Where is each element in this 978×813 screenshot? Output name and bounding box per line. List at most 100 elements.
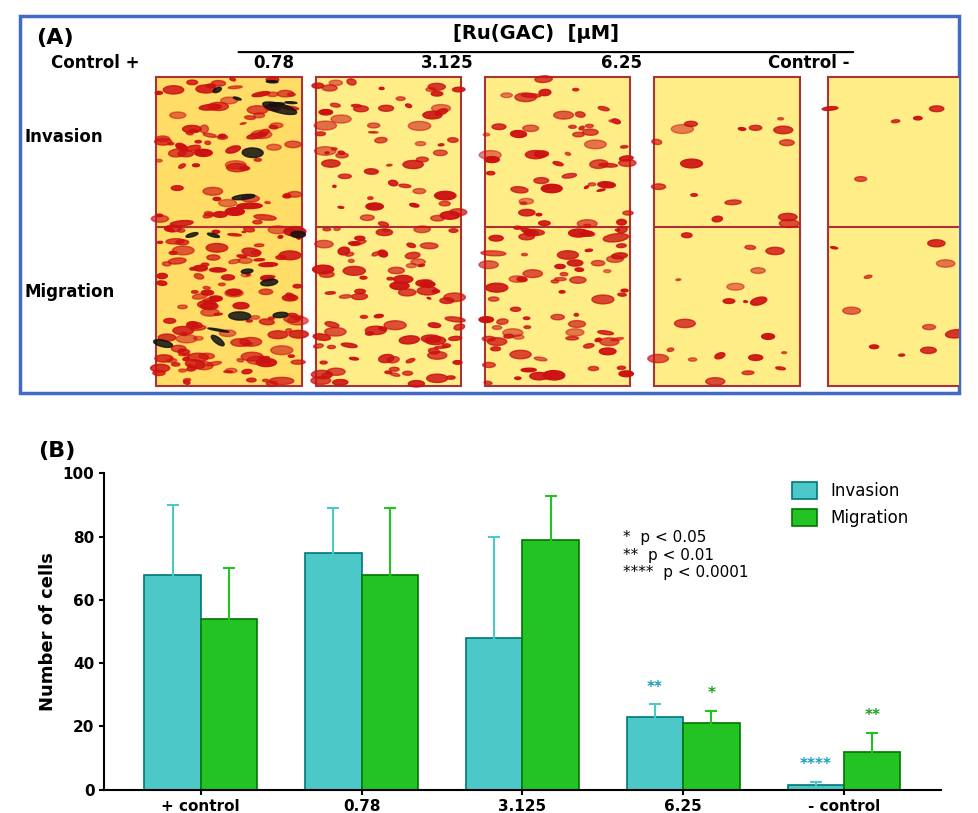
Circle shape xyxy=(254,159,261,161)
Circle shape xyxy=(153,371,165,376)
Circle shape xyxy=(286,228,293,232)
Circle shape xyxy=(503,328,522,337)
Circle shape xyxy=(231,339,249,346)
Circle shape xyxy=(518,210,534,216)
Ellipse shape xyxy=(829,246,837,249)
Ellipse shape xyxy=(599,163,617,167)
Circle shape xyxy=(360,276,367,279)
Circle shape xyxy=(524,231,538,237)
Circle shape xyxy=(726,283,743,290)
Ellipse shape xyxy=(339,295,351,298)
Circle shape xyxy=(588,183,595,186)
Ellipse shape xyxy=(203,213,213,218)
Ellipse shape xyxy=(237,254,246,258)
Ellipse shape xyxy=(211,335,224,346)
Circle shape xyxy=(777,118,782,120)
Circle shape xyxy=(312,265,333,274)
Circle shape xyxy=(192,290,198,293)
Circle shape xyxy=(510,307,520,311)
Ellipse shape xyxy=(480,251,506,256)
Ellipse shape xyxy=(598,182,615,188)
Circle shape xyxy=(558,291,564,293)
Ellipse shape xyxy=(187,80,198,85)
Ellipse shape xyxy=(898,354,904,356)
Circle shape xyxy=(151,364,169,372)
Text: Migration: Migration xyxy=(24,283,114,301)
Circle shape xyxy=(585,124,593,128)
Circle shape xyxy=(240,337,261,346)
Circle shape xyxy=(200,309,219,316)
FancyBboxPatch shape xyxy=(827,228,972,386)
Circle shape xyxy=(842,307,860,315)
Ellipse shape xyxy=(232,194,254,200)
Ellipse shape xyxy=(176,143,187,150)
Ellipse shape xyxy=(288,93,295,96)
Ellipse shape xyxy=(598,331,613,335)
Circle shape xyxy=(202,187,222,195)
Ellipse shape xyxy=(761,333,774,339)
Circle shape xyxy=(389,282,409,289)
Circle shape xyxy=(156,91,162,94)
Ellipse shape xyxy=(351,241,366,246)
Ellipse shape xyxy=(405,104,411,107)
Circle shape xyxy=(408,121,430,130)
Circle shape xyxy=(176,335,197,343)
Circle shape xyxy=(240,167,249,170)
Circle shape xyxy=(478,317,493,323)
Circle shape xyxy=(260,276,274,280)
Text: 6.25: 6.25 xyxy=(600,54,641,72)
Circle shape xyxy=(176,240,189,245)
Ellipse shape xyxy=(418,264,424,267)
Circle shape xyxy=(201,263,208,266)
Circle shape xyxy=(245,320,252,322)
Ellipse shape xyxy=(750,297,766,305)
Ellipse shape xyxy=(534,151,548,157)
Circle shape xyxy=(427,351,446,359)
Ellipse shape xyxy=(269,377,293,385)
Ellipse shape xyxy=(190,267,196,270)
Circle shape xyxy=(433,150,447,155)
Circle shape xyxy=(360,215,374,220)
Circle shape xyxy=(577,220,597,228)
Ellipse shape xyxy=(252,92,270,97)
Circle shape xyxy=(213,198,220,201)
Circle shape xyxy=(171,363,180,366)
Circle shape xyxy=(241,273,250,276)
Ellipse shape xyxy=(386,357,399,363)
Ellipse shape xyxy=(237,203,262,209)
Circle shape xyxy=(572,133,584,137)
Circle shape xyxy=(510,350,531,359)
Ellipse shape xyxy=(681,233,691,237)
Circle shape xyxy=(335,153,348,158)
Circle shape xyxy=(424,337,445,345)
Circle shape xyxy=(219,330,236,337)
Circle shape xyxy=(483,133,489,136)
Ellipse shape xyxy=(496,319,508,324)
Ellipse shape xyxy=(341,343,357,347)
Circle shape xyxy=(488,236,503,241)
Ellipse shape xyxy=(242,248,260,256)
Circle shape xyxy=(266,381,278,386)
Circle shape xyxy=(268,317,274,320)
Ellipse shape xyxy=(246,133,266,139)
Ellipse shape xyxy=(574,267,583,272)
Circle shape xyxy=(417,287,437,295)
Circle shape xyxy=(478,261,498,268)
Ellipse shape xyxy=(278,236,283,238)
Ellipse shape xyxy=(168,149,186,157)
Ellipse shape xyxy=(229,312,250,320)
FancyBboxPatch shape xyxy=(653,76,799,235)
Circle shape xyxy=(556,250,578,259)
Circle shape xyxy=(171,185,183,190)
Ellipse shape xyxy=(482,337,495,341)
Ellipse shape xyxy=(553,162,562,166)
Ellipse shape xyxy=(615,229,619,231)
Circle shape xyxy=(413,189,425,193)
Ellipse shape xyxy=(200,125,208,133)
Ellipse shape xyxy=(333,227,339,231)
Circle shape xyxy=(513,226,520,229)
Ellipse shape xyxy=(351,104,361,107)
Ellipse shape xyxy=(171,346,186,352)
Ellipse shape xyxy=(199,353,214,359)
Ellipse shape xyxy=(244,115,255,120)
